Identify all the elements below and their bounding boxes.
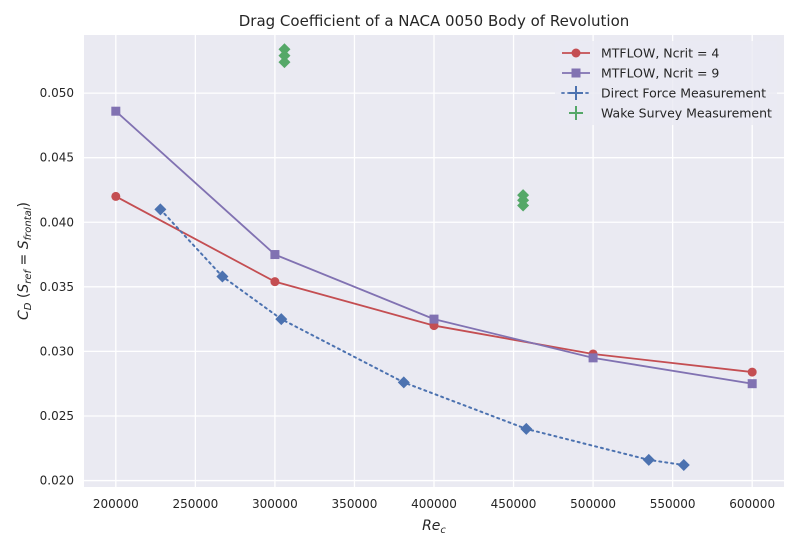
x-tick-label: 200000 — [93, 497, 139, 511]
legend-item: Wake Survey Measurement — [569, 106, 772, 121]
data-point — [154, 203, 167, 216]
data-point — [520, 422, 533, 435]
data-point — [270, 277, 280, 287]
x-tick-label: 400000 — [411, 497, 457, 511]
data-point — [278, 49, 291, 62]
data-point — [270, 250, 280, 260]
data-point — [588, 353, 598, 363]
x-tick-label: 300000 — [252, 497, 298, 511]
legend-item: Direct Force Measurement — [561, 86, 766, 101]
y-tick-label: 0.040 — [40, 215, 74, 229]
series-3 — [154, 203, 690, 472]
data-point — [216, 270, 229, 283]
legend: MTFLOW, Ncrit = 4 MTFLOW, Ncrit = 9 Direct… — [555, 41, 777, 125]
data-point — [747, 367, 757, 377]
error-cap-marker — [278, 43, 291, 56]
legend-item: MTFLOW, Ncrit = 4 — [562, 46, 719, 61]
legend-marker — [569, 86, 583, 100]
series-2 — [111, 106, 757, 389]
x-axis-label: Rec — [422, 518, 446, 536]
series-layer — [111, 43, 757, 472]
x-axis-ticks: 200000 250000 300000 350000 400000 450000 5000… — [93, 497, 775, 511]
legend-label: MTFLOW, Ncrit = 9 — [601, 66, 719, 81]
y-tick-label: 0.020 — [40, 474, 74, 488]
legend-label: Direct Force Measurement — [601, 86, 766, 101]
legend-label: MTFLOW, Ncrit = 4 — [601, 46, 719, 61]
x-tick-label: 500000 — [570, 497, 616, 511]
legend-marker — [571, 68, 581, 78]
data-point — [111, 191, 121, 201]
legend-marker — [569, 106, 583, 120]
y-tick-label: 0.050 — [40, 86, 74, 100]
y-tick-label: 0.025 — [40, 409, 74, 423]
data-point — [677, 459, 690, 472]
data-point — [429, 314, 439, 324]
x-tick-label: 350000 — [332, 497, 378, 511]
legend-label: Wake Survey Measurement — [601, 106, 772, 121]
x-tick-label: 450000 — [491, 497, 537, 511]
y-tick-label: 0.030 — [40, 344, 74, 358]
y-axis-ticks: 0.020 0.025 0.030 0.035 0.040 0.045 0.050 — [40, 86, 74, 487]
data-point — [397, 376, 410, 389]
y-tick-label: 0.035 — [40, 280, 74, 294]
x-tick-label: 600000 — [729, 497, 775, 511]
error-cap-marker — [278, 56, 291, 69]
chart-title: Drag Coefficient of a NACA 0050 Body of … — [239, 12, 630, 30]
data-point — [642, 453, 655, 466]
y-axis-label: CD (Sref = Sfrontal) — [16, 202, 34, 320]
y-tick-label: 0.045 — [40, 151, 74, 165]
data-point — [747, 379, 757, 389]
legend-item: MTFLOW, Ncrit = 9 — [562, 66, 719, 81]
series-4 — [278, 43, 530, 212]
data-point — [275, 313, 288, 326]
x-tick-label: 550000 — [650, 497, 696, 511]
legend-box — [555, 41, 777, 125]
data-point — [111, 106, 121, 116]
data-point — [517, 194, 530, 207]
legend-marker — [571, 48, 581, 58]
x-tick-label: 250000 — [172, 497, 218, 511]
